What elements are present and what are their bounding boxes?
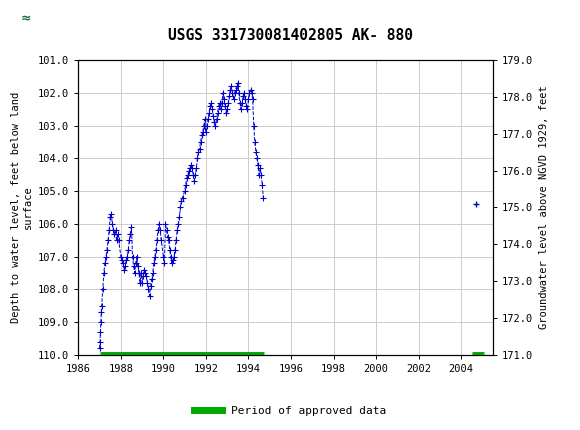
Y-axis label: Groundwater level above NGVD 1929, feet: Groundwater level above NGVD 1929, feet <box>539 86 549 329</box>
Bar <box>7 5 45 34</box>
Text: USGS 331730081402805 AK- 880: USGS 331730081402805 AK- 880 <box>168 28 412 43</box>
Text: ≈: ≈ <box>20 12 31 25</box>
Legend: Period of approved data: Period of approved data <box>190 401 390 420</box>
Text: USGS: USGS <box>50 10 106 28</box>
Y-axis label: Depth to water level, feet below land
surface: Depth to water level, feet below land su… <box>11 92 32 323</box>
